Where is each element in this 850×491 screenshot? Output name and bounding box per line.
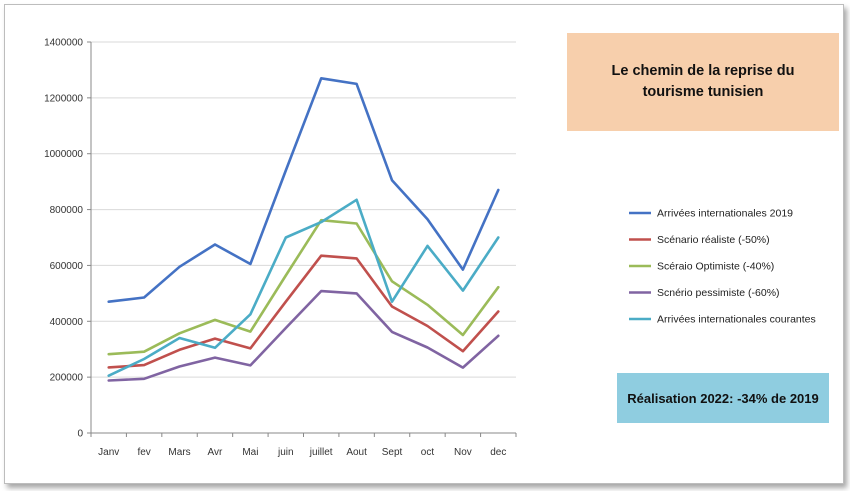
x-tick-label: Mai (242, 447, 258, 458)
series-line-4 (107, 289, 500, 382)
series-lines (107, 77, 500, 382)
realisation-annotation: Réalisation 2022: -34% de 2019 (617, 373, 829, 423)
y-tick-label: 1000000 (44, 149, 83, 160)
y-tick-label: 0 (77, 429, 83, 440)
x-tick-label: Aout (346, 447, 367, 458)
x-tick-label: dec (490, 447, 506, 458)
legend: Arrivées internationales 2019 Scénario ré… (629, 208, 816, 326)
x-tick-label: fev (137, 447, 150, 458)
legend-label: Arrivées internationales courantes (657, 314, 816, 326)
x-tick-label: Janv (98, 447, 119, 458)
x-tick-label: Mars (168, 447, 190, 458)
axes: 0 200000 400000 600000 800000 1000000 1200000 1… (44, 38, 517, 458)
y-tick-label: 400000 (50, 317, 84, 328)
chart-title: Le chemin de la reprise du tourisme tuni… (567, 33, 839, 131)
line-chart: 0 200000 400000 600000 800000 1000000 1200000 1… (44, 38, 816, 459)
x-tick-label: Sept (382, 447, 403, 458)
series-line-1 (107, 77, 500, 304)
y-tick-label: 1200000 (44, 93, 83, 104)
x-tick-label: oct (421, 447, 435, 458)
y-tick-label: 800000 (50, 205, 84, 216)
y-tick-label: 600000 (50, 261, 84, 272)
series-line-2 (107, 254, 500, 369)
x-tick-label: Nov (454, 447, 472, 458)
x-tick-label: juillet (309, 447, 333, 458)
y-tick-label: 200000 (50, 373, 84, 384)
legend-label: Scnério pessimiste (-60%) (657, 287, 780, 299)
legend-label: Scénario réaliste (-50%) (657, 234, 770, 246)
x-tick-label: juin (277, 447, 294, 458)
x-tick-label: Avr (208, 447, 223, 458)
y-tick-label: 1400000 (44, 38, 83, 49)
chart-frame: 0 200000 400000 600000 800000 1000000 1200000 1… (4, 4, 844, 484)
gridlines (91, 41, 516, 434)
legend-label: Scéraio Optimiste (-40%) (657, 261, 774, 273)
legend-label: Arrivées internationales 2019 (657, 208, 793, 220)
series-line-5 (107, 198, 500, 378)
series-line-3 (107, 218, 500, 356)
